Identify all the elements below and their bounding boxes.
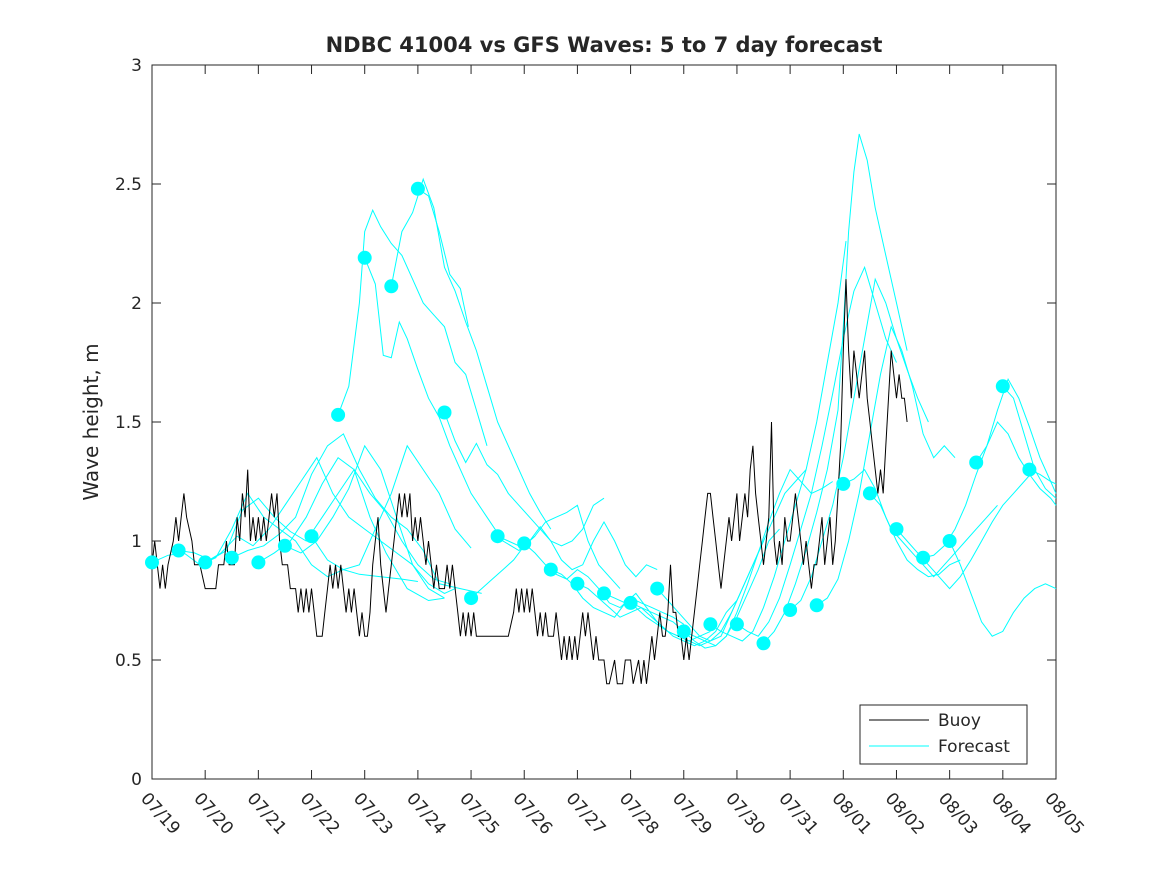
forecast-marker-10	[410, 181, 425, 196]
y-tick-label-4: 2	[131, 294, 142, 314]
forecast-marker-26	[836, 476, 851, 491]
forecast-run-8	[364, 257, 536, 552]
forecast-marker-13	[490, 529, 505, 544]
forecast-run-18	[630, 528, 780, 649]
forecast-marker-17	[597, 586, 611, 601]
forecast-marker-8	[357, 250, 372, 265]
forecast-marker-0	[145, 555, 159, 570]
legend-forecast-label: Forecast	[938, 737, 1010, 757]
forecast-marker-15	[543, 562, 558, 577]
forecast-run-22	[736, 265, 897, 637]
forecast-run-6	[311, 444, 472, 571]
forecast-marker-32	[995, 379, 1010, 394]
x-tick-label-16: 08/04	[987, 789, 1035, 839]
forecast-marker-30	[942, 534, 957, 548]
y-tick-label-3: 1.5	[115, 413, 142, 433]
forecast-run-21	[710, 241, 847, 642]
x-tick-label-12: 07/31	[774, 789, 822, 839]
y-tick-label-0: 0	[131, 770, 142, 790]
x-tick-label-10: 07/29	[668, 789, 716, 839]
forecast-marker-5	[277, 538, 292, 553]
forecast-run-30	[949, 540, 1057, 637]
forecast-marker-18	[623, 595, 638, 610]
x-tick-label-2: 07/21	[243, 789, 291, 839]
x-tick-label-8: 07/27	[562, 789, 610, 839]
forecast-marker-31	[969, 455, 984, 470]
forecast-marker-21	[703, 617, 718, 632]
forecast-marker-28	[889, 522, 904, 537]
forecast-lines	[151, 133, 1057, 649]
y-tick-label-2: 1	[131, 532, 142, 552]
y-axis: 0 0.5 1 1.5 2 2.5 3	[115, 56, 1056, 790]
forecast-marker-3	[224, 550, 239, 565]
forecast-marker-22	[729, 617, 744, 632]
forecast-run-32	[1002, 385, 1057, 499]
forecast-marker-25	[809, 598, 824, 613]
forecast-run-26	[843, 468, 961, 578]
x-tick-label-11: 07/30	[721, 789, 769, 839]
x-tick-label-15: 08/03	[934, 789, 982, 839]
y-tick-label-5: 2.5	[115, 175, 142, 195]
x-tick-label-14: 08/02	[881, 789, 929, 839]
forecast-run-2	[204, 456, 456, 594]
forecast-marker-12	[464, 591, 479, 606]
buoy-line	[151, 279, 908, 685]
forecast-marker-33	[1022, 462, 1037, 477]
forecast-marker-4	[251, 555, 266, 570]
x-tick-label-7: 07/26	[509, 789, 557, 839]
forecast-marker-29	[916, 550, 931, 565]
forecast-run-5	[284, 444, 445, 599]
forecast-run-9	[390, 177, 552, 530]
forecast-marker-6	[304, 529, 319, 544]
x-tick-label-1: 07/20	[189, 789, 237, 839]
forecast-run-25	[816, 325, 956, 606]
x-tick-label-5: 07/24	[402, 789, 450, 839]
legend: Buoy Forecast	[859, 704, 1028, 765]
forecast-run-7	[337, 208, 488, 446]
forecast-marker-2	[198, 555, 213, 570]
forecast-marker-19	[650, 581, 665, 596]
x-tick-label-0: 07/19	[136, 789, 184, 839]
legend-buoy-label: Buoy	[938, 711, 981, 731]
forecast-run-12	[470, 504, 621, 599]
forecast-marker-23	[756, 636, 771, 651]
x-tick-label-4: 07/23	[349, 789, 397, 839]
x-tick-label-3: 07/22	[296, 789, 344, 839]
forecast-run-31	[975, 377, 1057, 494]
forecast-run-10	[417, 188, 469, 327]
forecast-marker-24	[783, 603, 798, 617]
forecast-marker-14	[517, 536, 532, 551]
y-tick-label-1: 0.5	[115, 651, 142, 671]
x-tick-label-17: 08/05	[1040, 789, 1088, 839]
forecast-marker-27	[862, 486, 877, 501]
forecast-marker-20	[676, 624, 691, 639]
forecast-marker-9	[384, 279, 399, 294]
forecast-markers	[145, 181, 1037, 651]
x-tick-label-9: 07/28	[615, 789, 663, 839]
forecast-marker-1	[171, 543, 186, 558]
x-tick-label-6: 07/25	[455, 789, 503, 839]
y-tick-label-6: 3	[131, 56, 142, 76]
x-tick-label-13: 08/01	[828, 789, 876, 839]
forecast-run-19	[656, 469, 807, 642]
chart-title: NDBC 41004 vs GFS Waves: 5 to 7 day fore…	[326, 33, 883, 57]
buoy-line-group	[151, 279, 908, 685]
forecast-marker-11	[437, 405, 452, 420]
forecast-marker-7	[331, 407, 346, 422]
forecast-run-23	[763, 133, 908, 644]
forecast-run-11	[444, 412, 605, 547]
forecast-run-4	[258, 456, 450, 585]
forecast-marker-16	[570, 576, 585, 591]
forecast-run-1	[178, 468, 445, 602]
forecast-run-16	[577, 583, 738, 647]
forecast-run-20	[683, 468, 833, 647]
y-axis-label: Wave height, m	[79, 343, 103, 500]
legend-box	[859, 704, 1028, 765]
